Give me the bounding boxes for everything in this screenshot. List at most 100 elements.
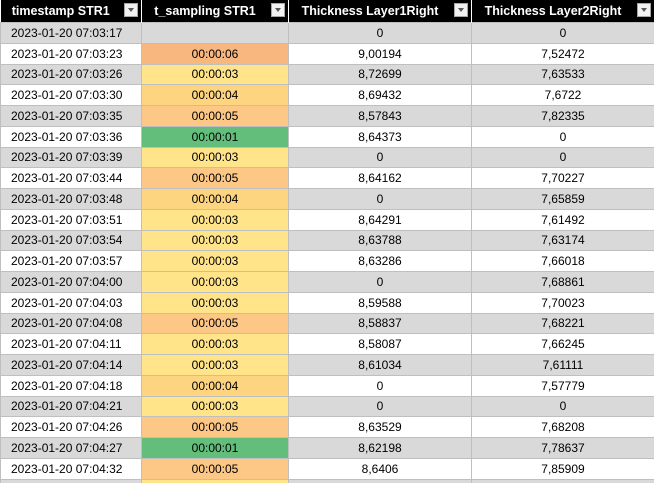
filter-dropdown-icon[interactable] — [271, 3, 285, 17]
thickness-layer1-cell[interactable]: 0 — [288, 395, 472, 418]
thickness-layer1-cell[interactable]: 8,61034 — [288, 354, 472, 376]
table-row[interactable]: 2023-01-20 07:03:17 0 0 — [0, 22, 654, 44]
t-sampling-cell[interactable]: 00:00:04 — [141, 84, 289, 106]
table-row[interactable]: 2023-01-20 07:03:51 00:00:03 8,64291 7,6149… — [0, 208, 654, 231]
timestamp-cell[interactable]: 2023-01-20 07:03:48 — [0, 188, 142, 210]
thickness-layer1-cell[interactable]: 8,64162 — [288, 167, 472, 189]
thickness-layer2-cell[interactable]: 7,57779 — [471, 374, 654, 397]
thickness-layer2-cell[interactable]: 7,63174 — [471, 229, 654, 252]
table-row[interactable]: 2023-01-20 07:03:36 00:00:01 8,64373 0 — [0, 125, 654, 148]
t-sampling-cell[interactable]: 00:00:03 — [141, 63, 289, 86]
timestamp-cell[interactable]: 2023-01-20 07:03:51 — [0, 208, 142, 231]
thickness-layer1-cell[interactable]: 8,63427 — [288, 478, 472, 483]
t-sampling-cell[interactable]: 00:00:04 — [141, 374, 289, 397]
table-row[interactable]: 2023-01-20 07:03:57 00:00:03 8,63286 7,6601… — [0, 250, 654, 272]
table-row[interactable]: 2023-01-20 07:03:44 00:00:05 8,64162 7,7022… — [0, 167, 654, 189]
thickness-layer2-cell[interactable]: 7,82335 — [471, 105, 654, 127]
table-row[interactable]: 2023-01-20 07:03:48 00:00:04 0 7,65859 — [0, 188, 654, 210]
timestamp-cell[interactable]: 2023-01-20 07:04:18 — [0, 374, 142, 397]
table-row[interactable]: 2023-01-20 07:04:26 00:00:05 8,63529 7,6820… — [0, 416, 654, 438]
thickness-layer1-cell[interactable]: 8,64291 — [288, 208, 472, 231]
table-row[interactable]: 2023-01-20 07:03:39 00:00:03 0 0 — [0, 146, 654, 169]
thickness-layer2-cell[interactable]: 7,78637 — [471, 437, 654, 459]
filter-dropdown-icon[interactable] — [124, 3, 138, 17]
timestamp-cell[interactable]: 2023-01-20 07:03:23 — [0, 42, 142, 65]
t-sampling-cell[interactable]: 00:00:06 — [141, 42, 289, 65]
timestamp-cell[interactable]: 2023-01-20 07:04:14 — [0, 354, 142, 376]
t-sampling-cell[interactable]: 00:00:03 — [141, 208, 289, 231]
t-sampling-cell[interactable]: 00:00:05 — [141, 312, 289, 335]
thickness-layer2-cell[interactable]: 7,68208 — [471, 416, 654, 438]
t-sampling-cell[interactable]: 00:00:03 — [141, 291, 289, 314]
table-row[interactable]: 2023-01-20 07:03:54 00:00:03 8,63788 7,6317… — [0, 229, 654, 252]
thickness-layer2-cell[interactable]: 7,63533 — [471, 63, 654, 86]
filter-dropdown-icon[interactable] — [454, 3, 468, 17]
t-sampling-cell[interactable]: 00:00:03 — [141, 354, 289, 376]
timestamp-cell[interactable]: 2023-01-20 07:04:11 — [0, 333, 142, 355]
filter-dropdown-icon[interactable] — [637, 3, 651, 17]
thickness-layer1-cell[interactable]: 0 — [288, 188, 472, 210]
thickness-layer2-cell[interactable]: 0 — [471, 395, 654, 418]
thickness-layer2-cell[interactable]: 7,52472 — [471, 42, 654, 65]
thickness-layer1-cell[interactable]: 8,72699 — [288, 63, 472, 86]
thickness-layer2-cell[interactable]: 7,70227 — [471, 167, 654, 189]
table-row[interactable]: 2023-01-20 07:04:00 00:00:03 0 7,68861 — [0, 271, 654, 293]
t-sampling-cell[interactable]: 00:00:03 — [141, 146, 289, 169]
t-sampling-cell[interactable]: 00:00:05 — [141, 167, 289, 189]
thickness-layer1-cell[interactable]: 0 — [288, 374, 472, 397]
table-row[interactable]: 2023-01-20 07:04:08 00:00:05 8,58837 7,6822… — [0, 312, 654, 335]
timestamp-cell[interactable]: 2023-01-20 07:03:17 — [0, 22, 142, 44]
thickness-layer1-cell[interactable]: 0 — [288, 271, 472, 293]
thickness-layer1-cell[interactable]: 0 — [288, 146, 472, 169]
thickness-layer2-cell[interactable]: 7,85909 — [471, 457, 654, 480]
table-row[interactable]: 2023-01-20 07:03:23 00:00:06 9,00194 7,5247… — [0, 42, 654, 65]
t-sampling-cell[interactable]: 00:00:03 — [141, 395, 289, 418]
table-row[interactable]: 2023-01-20 07:04:27 00:00:01 8,62198 7,7863… — [0, 437, 654, 459]
timestamp-cell[interactable]: 2023-01-20 07:03:39 — [0, 146, 142, 169]
timestamp-cell[interactable]: 2023-01-20 07:04:27 — [0, 437, 142, 459]
thickness-layer1-cell[interactable]: 8,64373 — [288, 125, 472, 148]
thickness-layer2-cell[interactable]: 7,61492 — [471, 208, 654, 231]
t-sampling-cell[interactable]: 00:00:01 — [141, 125, 289, 148]
thickness-layer2-cell[interactable]: 7,65859 — [471, 188, 654, 210]
timestamp-cell[interactable]: 2023-01-20 07:03:30 — [0, 84, 142, 106]
timestamp-cell[interactable]: 2023-01-20 07:03:36 — [0, 125, 142, 148]
thickness-layer2-cell[interactable]: 7,68861 — [471, 271, 654, 293]
table-row[interactable]: 2023-01-20 07:03:30 00:00:04 8,69432 7,6722 — [0, 84, 654, 106]
thickness-layer1-cell[interactable]: 9,00194 — [288, 42, 472, 65]
timestamp-cell[interactable]: 2023-01-20 07:04:03 — [0, 291, 142, 314]
t-sampling-cell[interactable]: 00:00:05 — [141, 416, 289, 438]
thickness-layer1-cell[interactable]: 8,62198 — [288, 437, 472, 459]
t-sampling-cell[interactable]: 00:00:04 — [141, 188, 289, 210]
timestamp-cell[interactable]: 2023-01-20 07:03:26 — [0, 63, 142, 86]
table-row[interactable]: 2023-01-20 07:04:32 00:00:05 8,6406 7,85909 — [0, 457, 654, 480]
timestamp-cell[interactable]: 2023-01-20 07:04:08 — [0, 312, 142, 335]
table-row[interactable]: 2023-01-20 07:04:11 00:00:03 8,58087 7,6624… — [0, 333, 654, 355]
t-sampling-cell[interactable]: 00:00:05 — [141, 457, 289, 480]
t-sampling-cell[interactable]: 00:00:05 — [141, 105, 289, 127]
thickness-layer2-cell[interactable]: 7,6722 — [471, 84, 654, 106]
table-row[interactable]: 2023-01-20 07:04:14 00:00:03 8,61034 7,6111… — [0, 354, 654, 376]
thickness-layer1-cell[interactable]: 8,57843 — [288, 105, 472, 127]
t-sampling-cell[interactable]: 00:00:01 — [141, 437, 289, 459]
thickness-layer2-cell[interactable]: 0 — [471, 22, 654, 44]
timestamp-cell[interactable]: 2023-01-20 07:03:35 — [0, 105, 142, 127]
t-sampling-cell[interactable]: 00:00:03 — [141, 271, 289, 293]
thickness-layer1-cell[interactable]: 8,59588 — [288, 291, 472, 314]
timestamp-cell[interactable]: 2023-01-20 07:04:26 — [0, 416, 142, 438]
t-sampling-cell[interactable]: 00:00:03 — [141, 250, 289, 272]
timestamp-cell[interactable]: 2023-01-20 07:04:35 — [0, 478, 142, 483]
table-row[interactable]: 2023-01-20 07:04:18 00:00:04 0 7,57779 — [0, 374, 654, 397]
thickness-layer1-cell[interactable]: 0 — [288, 22, 472, 44]
timestamp-cell[interactable]: 2023-01-20 07:04:21 — [0, 395, 142, 418]
thickness-layer2-cell[interactable]: 0 — [471, 125, 654, 148]
table-row[interactable]: 2023-01-20 07:03:35 00:00:05 8,57843 7,8233… — [0, 105, 654, 127]
timestamp-cell[interactable]: 2023-01-20 07:03:54 — [0, 229, 142, 252]
table-row[interactable]: 2023-01-20 07:04:21 00:00:03 0 0 — [0, 395, 654, 418]
t-sampling-cell[interactable] — [141, 22, 289, 44]
table-row[interactable]: 2023-01-20 07:03:26 00:00:03 8,72699 7,6353… — [0, 63, 654, 86]
thickness-layer1-cell[interactable]: 8,63286 — [288, 250, 472, 272]
thickness-layer2-cell[interactable]: 7,66245 — [471, 333, 654, 355]
thickness-layer1-cell[interactable]: 8,58837 — [288, 312, 472, 335]
table-row[interactable]: 2023-01-20 07:04:03 00:00:03 8,59588 7,7002… — [0, 291, 654, 314]
